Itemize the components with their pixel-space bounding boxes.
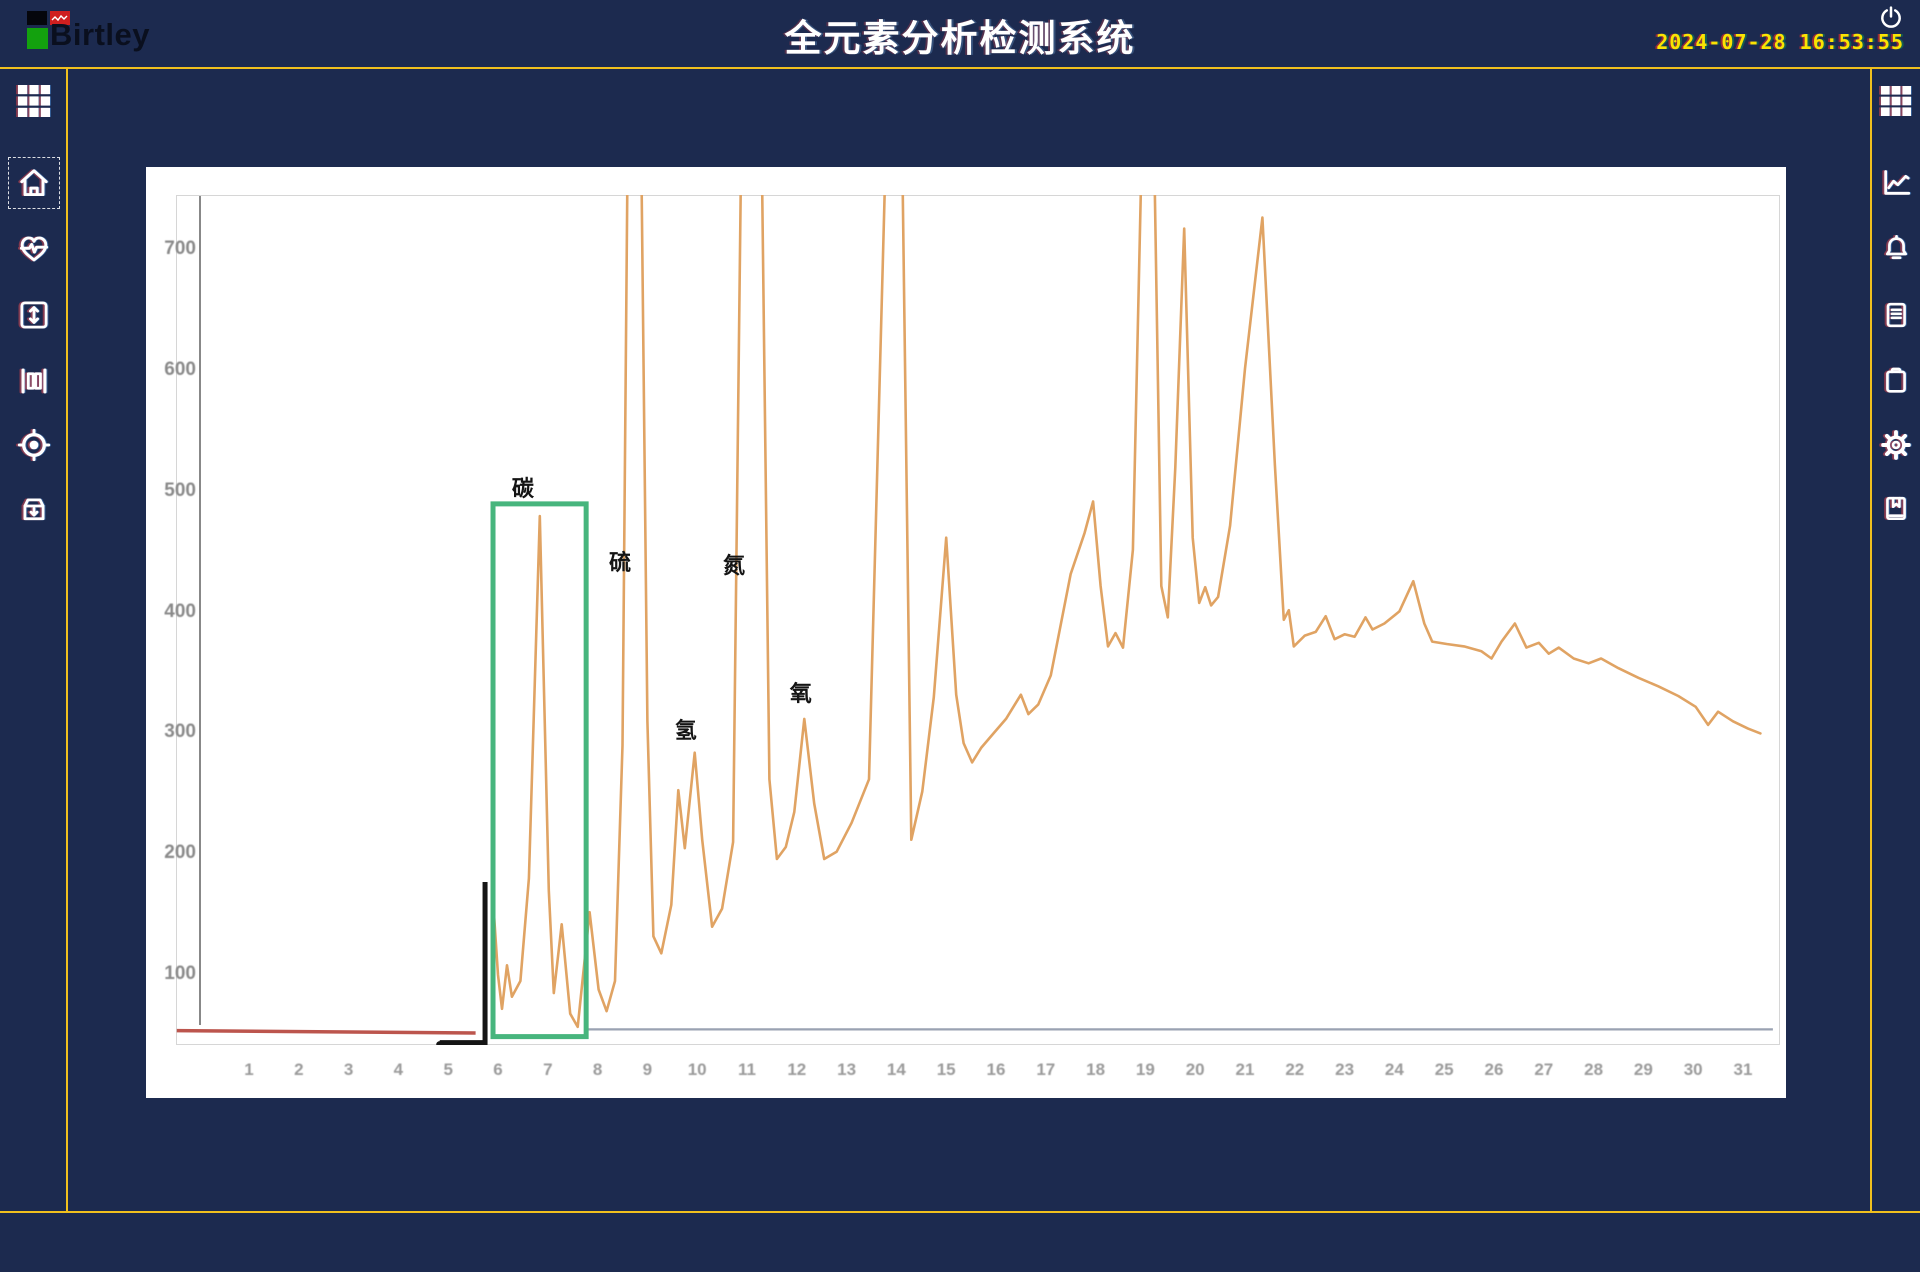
sidebar-item-tasks[interactable] <box>1868 353 1920 409</box>
x-tick-label: 23 <box>1335 1060 1355 1079</box>
x-tick-label: 1 <box>244 1060 254 1079</box>
x-tick-label: 5 <box>443 1060 453 1079</box>
x-tick-label: 9 <box>642 1060 653 1079</box>
target-icon <box>17 428 51 462</box>
expand-vertical-icon <box>20 301 48 329</box>
chromatogram-panel: 700 600 500 400 300 200 100 1 2 3 4 5 6 7 8 9 10 11 12 13 14… <box>146 167 1786 1098</box>
x-tick-label: 8 <box>592 1060 603 1079</box>
header: Birtley 全元素分析检测系统 2024-07-28 16:53:55 <box>0 0 1920 68</box>
logo-black-square <box>27 11 47 25</box>
peak-label-hydrogen: 氢 <box>674 717 697 743</box>
bell-icon <box>1885 234 1907 259</box>
left-sidebar-divider <box>66 68 68 1212</box>
y-tick-label: 400 <box>164 600 196 622</box>
right-sidebar-divider <box>1870 68 1872 1212</box>
y-tick-label: 600 <box>164 359 196 380</box>
sidebar-item-monitor[interactable] <box>6 221 62 277</box>
x-tick-label: 24 <box>1384 1060 1404 1079</box>
x-tick-label: 2 <box>294 1060 304 1079</box>
x-tick-label: 21 <box>1235 1060 1255 1079</box>
logo-wave-icon <box>51 14 68 22</box>
x-tick-label: 25 <box>1434 1060 1454 1079</box>
x-tick-label: 7 <box>543 1060 553 1079</box>
peak-label-sulfur: 硫 <box>608 549 632 575</box>
peak-label-carbon: 碳 <box>511 475 534 501</box>
columns-icon <box>21 368 47 394</box>
sidebar-item-columns[interactable] <box>6 353 62 409</box>
x-tick-label: 10 <box>687 1060 707 1079</box>
line-chart-icon <box>1884 170 1911 195</box>
logo-green-square <box>27 28 48 49</box>
y-tick-label: 700 <box>164 238 196 260</box>
brand-logo: Birtley <box>27 11 187 57</box>
x-tick-label: 13 <box>837 1060 857 1079</box>
brand-name: Birtley <box>50 17 150 52</box>
peak-label-oxygen: 氧 <box>789 681 812 707</box>
x-tick-label: 30 <box>1683 1060 1703 1079</box>
grid-icon <box>1881 86 1911 116</box>
y-tick-label: 500 <box>164 479 196 501</box>
sidebar-item-archive[interactable] <box>6 481 62 537</box>
page-title: 全元素分析检测系统 <box>784 18 1136 59</box>
scan-border <box>176 195 1780 1045</box>
y-tick-label: 100 <box>164 963 196 984</box>
highlight-box <box>490 501 589 1040</box>
footer-divider <box>0 1211 1920 1213</box>
power-button[interactable] <box>1878 5 1904 31</box>
grid-icon <box>18 85 50 117</box>
sidebar-item-range[interactable] <box>6 287 62 343</box>
x-tick-label: 18 <box>1086 1060 1106 1079</box>
power-icon <box>1881 6 1901 28</box>
x-tick-label: 27 <box>1534 1060 1554 1079</box>
heartbeat-icon <box>19 236 49 262</box>
x-tick-label: 17 <box>1036 1060 1056 1079</box>
x-tick-label: 4 <box>393 1060 404 1079</box>
y-tick-label: 200 <box>164 842 196 864</box>
y-tick-label: 300 <box>164 721 196 743</box>
sidebar-item-records[interactable] <box>1868 287 1920 343</box>
sidebar-item-settings[interactable] <box>1868 417 1920 473</box>
x-tick-label: 12 <box>787 1060 807 1079</box>
archive-down-icon <box>23 498 45 521</box>
sidebar-item-alarms[interactable] <box>1868 221 1920 277</box>
trace-path <box>490 195 1762 1029</box>
x-tick-label: 28 <box>1584 1060 1604 1079</box>
clipboard-icon <box>1886 367 1906 393</box>
x-tick-label: 16 <box>986 1060 1006 1079</box>
x-tick-label: 26 <box>1484 1060 1504 1079</box>
x-tick-label: 6 <box>493 1060 503 1079</box>
x-tick-label: 19 <box>1135 1060 1155 1079</box>
peak-label-nitrogen: 氮 <box>723 553 746 579</box>
datetime-display: 2024-07-28 16:53:55 <box>1656 30 1904 54</box>
red-baseline <box>176 1028 476 1035</box>
chromatogram-svg <box>176 195 1780 1045</box>
gear-icon <box>1881 430 1911 460</box>
book-icon <box>1886 496 1906 521</box>
x-tick-label: 15 <box>936 1060 956 1079</box>
document-icon <box>1886 302 1906 328</box>
header-divider <box>0 67 1920 69</box>
logo-red-square <box>50 11 70 25</box>
sidebar-item-home[interactable] <box>6 155 62 211</box>
x-tick-label: 20 <box>1185 1060 1205 1079</box>
home-icon <box>20 169 48 197</box>
x-tick-label: 22 <box>1285 1060 1305 1079</box>
sidebar-item-apps-right[interactable] <box>1868 73 1920 129</box>
x-tick-label: 31 <box>1733 1060 1753 1079</box>
x-tick-label: 11 <box>738 1060 756 1079</box>
x-tick-label: 29 <box>1633 1060 1653 1079</box>
x-tick-label: 3 <box>343 1060 354 1079</box>
injection-bracket <box>439 881 488 1045</box>
sidebar-item-manual[interactable] <box>1868 481 1920 537</box>
sidebar-item-calibrate[interactable] <box>6 417 62 473</box>
sidebar-item-apps[interactable] <box>6 73 62 129</box>
sidebar-item-curves[interactable] <box>1868 155 1920 211</box>
injection-bracket-end <box>436 1041 444 1045</box>
x-tick-label: 14 <box>886 1060 906 1079</box>
